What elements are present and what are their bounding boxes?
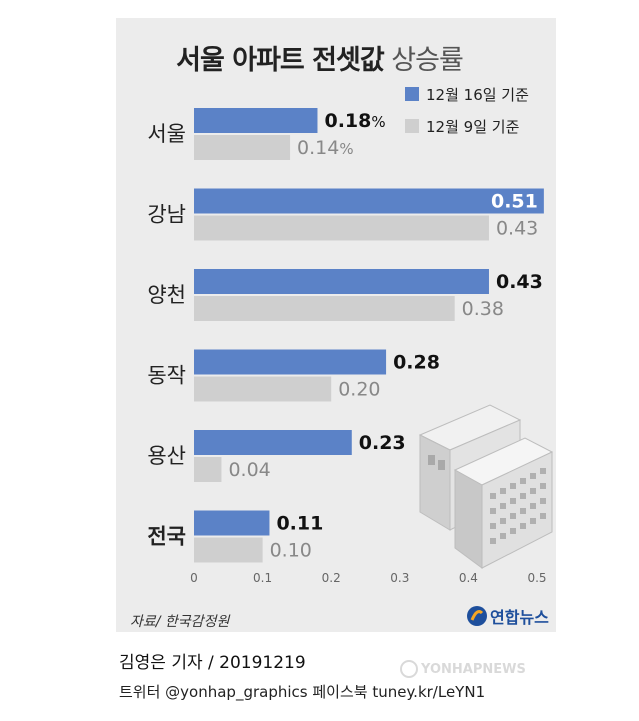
labels-layer: 서울 0.18% 0.14% 강남 0.51 0.43 양천 0.43 0.38 동작 0.28 0.…: [147, 110, 543, 562]
value-label-s0-2: 0.43: [496, 271, 543, 293]
x-tick-4: 0.4: [459, 571, 478, 585]
legend-swatch-1: [405, 119, 419, 133]
x-tick-2: 0.2: [322, 571, 341, 585]
value-label-s1-4: 0.04: [228, 459, 270, 481]
value-label-s0-4: 0.23: [359, 432, 406, 454]
category-label-4: 용산: [147, 444, 186, 468]
bar-s1-4: [194, 457, 222, 482]
legend: 12월 16일 기준 12월 9일 기준: [405, 86, 529, 136]
value-label-s0-0: 0.18%: [324, 110, 385, 132]
value-label-s1-2: 0.38: [462, 298, 504, 320]
legend-label-0: 12월 16일 기준: [426, 86, 529, 104]
ticks-layer: 0 0.1 0.2 0.3 0.4 0.5: [190, 571, 546, 585]
bar-s1-5: [194, 537, 263, 563]
percent-unit: %: [339, 140, 353, 158]
bar-s0-3: [194, 349, 387, 375]
title-light: 상승률: [391, 45, 464, 76]
watermark-icon: [400, 660, 418, 678]
apartment-building-icon: [418, 404, 554, 569]
yonhap-logo: 연합뉴스: [466, 604, 549, 628]
value-label-s0-3: 0.28: [393, 352, 440, 374]
value-label-s1-3: 0.20: [338, 379, 380, 401]
x-tick-1: 0.1: [253, 571, 272, 585]
bar-s1-3: [194, 376, 332, 402]
bar-s0-4: [194, 430, 352, 455]
legend-label-1: 12월 9일 기준: [426, 118, 520, 136]
category-label-1: 강남: [147, 203, 186, 227]
percent-unit: %: [371, 113, 385, 131]
value-label-s0-1: 0.51: [491, 191, 538, 213]
bar-s1-1: [194, 215, 489, 241]
yonhap-logo-icon: [467, 606, 487, 626]
watermark-text: YONHAPNEWS: [421, 661, 526, 677]
reporter-credit: 김영은 기자 / 20191219: [119, 653, 306, 673]
legend-swatch-0: [405, 87, 419, 101]
bar-s0-0: [194, 108, 318, 133]
x-tick-5: 0.5: [527, 571, 546, 585]
bar-s0-1: [194, 188, 544, 214]
category-label-3: 동작: [147, 364, 186, 388]
bar-s1-0: [194, 135, 291, 160]
chart-title: 서울 아파트 전셋값 상승률: [0, 38, 639, 77]
bar-s0-2: [194, 269, 489, 294]
category-label-0: 서울: [147, 122, 186, 146]
bar-s0-5: [194, 510, 270, 536]
x-tick-3: 0.3: [390, 571, 409, 585]
bar-s1-2: [194, 296, 455, 321]
source-note: 자료/ 한국감정원: [130, 614, 230, 630]
category-label-5: 전국: [147, 525, 186, 549]
category-label-2: 양천: [147, 283, 186, 307]
social-links: 트위터 @yonhap_graphics 페이스북 tuney.kr/LeYN1: [119, 683, 486, 701]
value-label-s1-1: 0.43: [496, 218, 538, 240]
x-tick-0: 0: [190, 571, 198, 585]
value-label-s0-5: 0.11: [276, 513, 323, 535]
yonhap-logo-text: 연합뉴스: [490, 608, 549, 627]
watermark: YONHAPNEWS: [400, 660, 526, 678]
bars-layer: [194, 108, 544, 563]
title-bold: 서울 아파트 전셋값: [176, 45, 385, 76]
value-label-s1-0: 0.14%: [297, 137, 354, 159]
value-label-s1-5: 0.10: [270, 540, 312, 562]
